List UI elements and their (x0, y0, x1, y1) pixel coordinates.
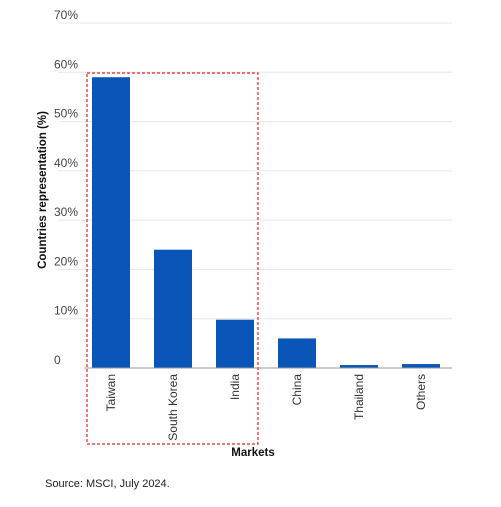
bar-thailand (340, 365, 378, 368)
bar-india (216, 319, 254, 368)
x-category-label: South Korea (166, 374, 180, 441)
bar-south-korea (154, 249, 192, 368)
x-axis-title: Markets (231, 447, 274, 459)
x-category-label: Others (414, 374, 428, 410)
y-tick-label: 0 (54, 353, 61, 367)
x-category-label: India (228, 374, 242, 400)
highlight-box (86, 72, 259, 445)
y-tick-label: 50% (54, 107, 78, 121)
x-category-label: China (290, 374, 304, 406)
source-note: Source: MSCI, July 2024. (45, 478, 170, 490)
y-tick-label: 60% (54, 57, 78, 71)
y-tick-label: 10% (54, 304, 78, 318)
y-tick-label: 20% (54, 254, 78, 268)
bars (92, 77, 440, 368)
bar-china (278, 338, 316, 368)
x-category-label: Thailand (352, 374, 366, 420)
y-axis-title: Countries representation (%) (37, 111, 49, 269)
y-tick-label: 30% (54, 205, 78, 219)
y-tick-label: 70% (54, 8, 78, 22)
y-axis-ticks: 0 10% 20% 30% 40% 50% 60% 70% (54, 8, 78, 367)
x-category-label: Taiwan (104, 374, 118, 411)
x-axis-category-labels: Taiwan South Korea India China Thailand Other… (104, 374, 428, 441)
bar-taiwan (92, 77, 130, 368)
y-tick-label: 40% (54, 156, 78, 170)
bar-others (402, 364, 440, 368)
